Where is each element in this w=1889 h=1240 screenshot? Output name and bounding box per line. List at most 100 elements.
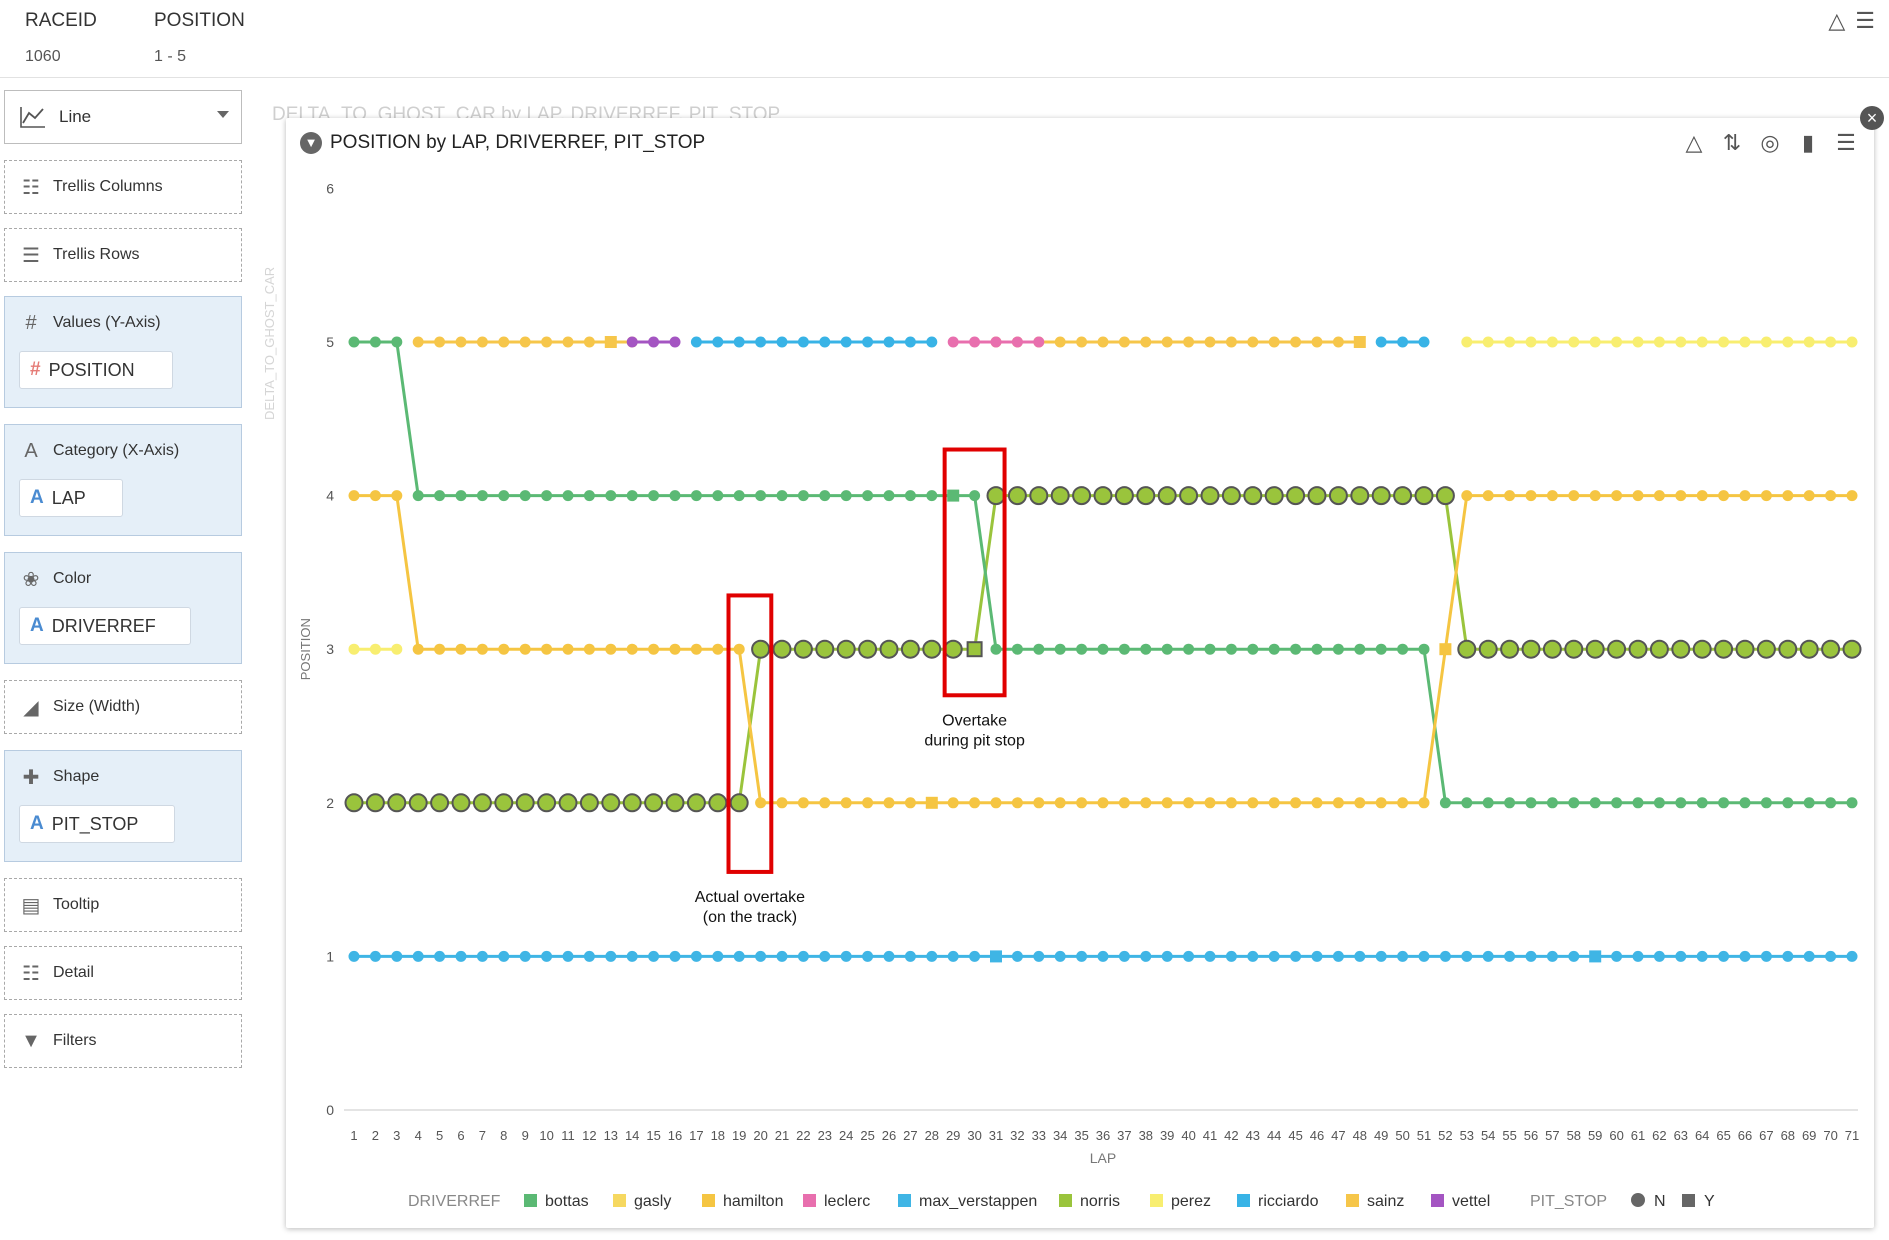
- x-tick-label: 38: [1139, 1128, 1153, 1143]
- filter-position[interactable]: POSITION 1 - 5: [154, 10, 245, 66]
- well-trellis-rows[interactable]: ☰ Trellis Rows: [4, 228, 242, 282]
- pit-stop-point: [990, 950, 1002, 963]
- data-point: [1439, 950, 1451, 962]
- category-pill[interactable]: A LAP: [19, 479, 123, 517]
- pit-stop-point: [966, 641, 983, 658]
- data-point: [819, 490, 831, 502]
- data-point: [729, 793, 749, 813]
- data-point: [1675, 950, 1687, 962]
- data-point: [369, 950, 381, 962]
- data-point: [498, 643, 510, 655]
- data-point: [1482, 336, 1494, 348]
- series-vettel: [626, 336, 681, 348]
- data-point: [1375, 797, 1387, 809]
- data-point: [990, 797, 1002, 809]
- data-point: [519, 490, 531, 502]
- data-point: [391, 950, 403, 962]
- data-point: [840, 490, 852, 502]
- data-point: [926, 336, 938, 348]
- data-point: [1821, 639, 1841, 659]
- data-point: [1097, 336, 1109, 348]
- data-point: [476, 643, 488, 655]
- data-point: [1435, 486, 1455, 506]
- x-tick-label: 15: [646, 1128, 660, 1143]
- data-point: [558, 793, 578, 813]
- data-point: [1504, 336, 1516, 348]
- annotation-box: [942, 447, 1007, 698]
- data-point: [412, 490, 424, 502]
- chart-toolbar: △ ⇅ ◎ ▮ ☰: [1682, 130, 1858, 156]
- data-point: [986, 486, 1006, 506]
- data-point: [947, 950, 959, 962]
- sort-icon[interactable]: ⇅: [1722, 130, 1742, 155]
- well-filters[interactable]: ▼ Filters: [4, 1014, 242, 1068]
- well-size[interactable]: ◢ Size (Width): [4, 680, 242, 734]
- well-trellis-columns[interactable]: ☷ Trellis Columns: [4, 160, 242, 214]
- data-point: [1482, 950, 1494, 962]
- data-point: [412, 643, 424, 655]
- data-point: [648, 490, 660, 502]
- x-tick-label: 30: [967, 1128, 981, 1143]
- well-category[interactable]: A Category (X-Axis) A LAP: [4, 424, 242, 536]
- data-point: [1478, 639, 1498, 659]
- well-shape[interactable]: ✚ Shape A PIT_STOP: [4, 750, 242, 862]
- filter-bar-icon[interactable]: △: [1828, 8, 1846, 33]
- legend-shape-circle: [1631, 1193, 1645, 1207]
- shape-pill[interactable]: A PIT_STOP: [19, 805, 175, 843]
- data-point: [1671, 639, 1691, 659]
- x-tick-label: 27: [903, 1128, 917, 1143]
- data-point: [648, 643, 660, 655]
- data-point: [494, 793, 514, 813]
- filter-name: POSITION: [154, 10, 245, 31]
- data-point: [669, 336, 681, 348]
- target-icon[interactable]: ◎: [1760, 130, 1780, 155]
- data-point: [476, 336, 488, 348]
- data-point: [904, 950, 916, 962]
- data-point: [1482, 490, 1494, 502]
- data-point: [1696, 490, 1708, 502]
- well-tooltip[interactable]: ▤ Tooltip: [4, 878, 242, 932]
- chart-funnel-icon[interactable]: ▼: [300, 132, 322, 154]
- legend-swatch: [1237, 1194, 1250, 1207]
- data-point: [840, 950, 852, 962]
- data-point: [1072, 486, 1092, 506]
- data-point: [1611, 490, 1623, 502]
- values-pill[interactable]: # POSITION: [19, 351, 173, 389]
- chevron-down-icon[interactable]: [217, 111, 229, 118]
- data-point: [1286, 486, 1306, 506]
- chart-type-select[interactable]: Line: [4, 90, 242, 144]
- x-tick-label: 63: [1674, 1128, 1688, 1143]
- data-point: [1504, 490, 1516, 502]
- well-values[interactable]: # Values (Y-Axis) # POSITION: [4, 296, 242, 408]
- data-point: [1183, 336, 1195, 348]
- data-point: [451, 793, 471, 813]
- x-tick-label: 40: [1181, 1128, 1195, 1143]
- menu-icon[interactable]: ☰: [1836, 130, 1856, 155]
- x-tick-label: 3: [393, 1128, 400, 1143]
- filter-icon[interactable]: △: [1685, 130, 1703, 155]
- data-point: [1653, 797, 1665, 809]
- data-point: [1611, 797, 1623, 809]
- data-point: [862, 797, 874, 809]
- well-color[interactable]: ❀ Color A DRIVERREF: [4, 552, 242, 664]
- data-point: [1290, 797, 1302, 809]
- data-point: [344, 793, 364, 813]
- data-point: [1332, 643, 1344, 655]
- close-icon[interactable]: ×: [1860, 106, 1884, 130]
- data-point: [1268, 950, 1280, 962]
- well-detail[interactable]: ☷ Detail: [4, 946, 242, 1000]
- menu-icon[interactable]: ☰: [1855, 8, 1875, 33]
- data-point: [969, 797, 981, 809]
- color-pill[interactable]: A DRIVERREF: [19, 607, 191, 645]
- data-point: [1760, 797, 1772, 809]
- filter-raceid[interactable]: RACEID 1060: [25, 10, 97, 66]
- data-point: [1397, 797, 1409, 809]
- data-point: [1397, 336, 1409, 348]
- well-label: Filters: [53, 1032, 97, 1049]
- x-tick-label: 60: [1609, 1128, 1623, 1143]
- bar-chart-icon[interactable]: ▮: [1801, 130, 1815, 155]
- data-point: [1718, 336, 1730, 348]
- data-point: [969, 336, 981, 348]
- legend-swatch: [524, 1194, 537, 1207]
